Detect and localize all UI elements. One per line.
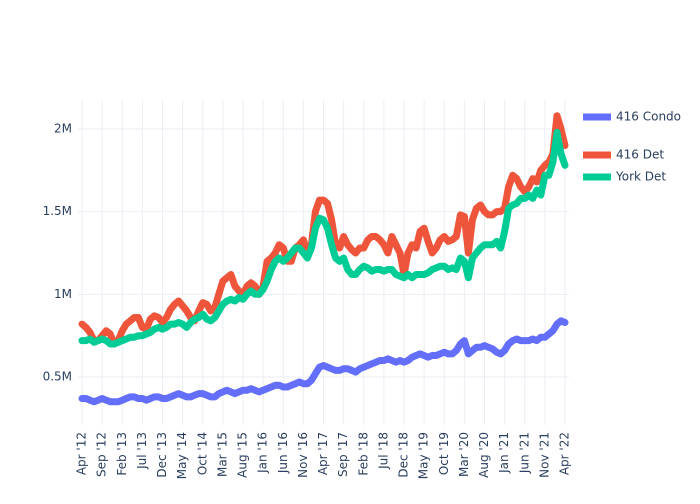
y-tick-label: 0.5M — [43, 370, 72, 384]
legend-label: York Det — [615, 170, 666, 184]
x-tick-label: Apr '17 — [316, 432, 330, 475]
x-tick-label: Feb '13 — [115, 432, 129, 476]
line-series — [78, 317, 569, 406]
y-tick-label: 2M — [54, 121, 72, 135]
x-tick-label: Mar '15 — [215, 432, 229, 477]
x-tick-label: Mar '20 — [457, 432, 471, 477]
x-tick-label: Apr '12 — [75, 432, 89, 475]
x-tick-label: Dec '13 — [155, 432, 169, 478]
x-tick-label: Apr '22 — [558, 432, 572, 475]
x-tick-label: Oct '14 — [195, 432, 209, 475]
x-tick-label: Jan '16 — [256, 432, 270, 474]
x-tick-label: May '14 — [175, 432, 189, 479]
x-tick-label: Sep '17 — [336, 432, 350, 477]
x-tick-label: Jun '16 — [276, 432, 290, 474]
legend-label: 416 Det — [616, 148, 664, 162]
x-tick-label: Sep '12 — [95, 432, 109, 477]
x-tick-label: Dec '18 — [397, 432, 411, 478]
line-series — [78, 128, 569, 348]
x-tick-label: Aug '15 — [236, 432, 250, 478]
x-tick-label: Nov '21 — [537, 432, 551, 478]
x-tick-label: Jul '13 — [135, 432, 149, 470]
legend-label: 416 Condo — [616, 110, 681, 124]
x-tick-label: Jan '21 — [497, 432, 511, 474]
x-tick-label: Aug '20 — [477, 432, 491, 478]
x-tick-label: Jun '21 — [517, 432, 531, 474]
y-tick-label: 1.5M — [43, 204, 72, 218]
y-tick-label: 1M — [54, 287, 72, 301]
x-tick-label: Nov '16 — [296, 432, 310, 478]
x-tick-label: Jul '18 — [376, 432, 390, 470]
line-series — [78, 112, 569, 348]
x-tick-label: Feb '18 — [356, 432, 370, 476]
x-tick-label: Oct '19 — [437, 432, 451, 475]
x-tick-label: May '19 — [417, 432, 431, 479]
